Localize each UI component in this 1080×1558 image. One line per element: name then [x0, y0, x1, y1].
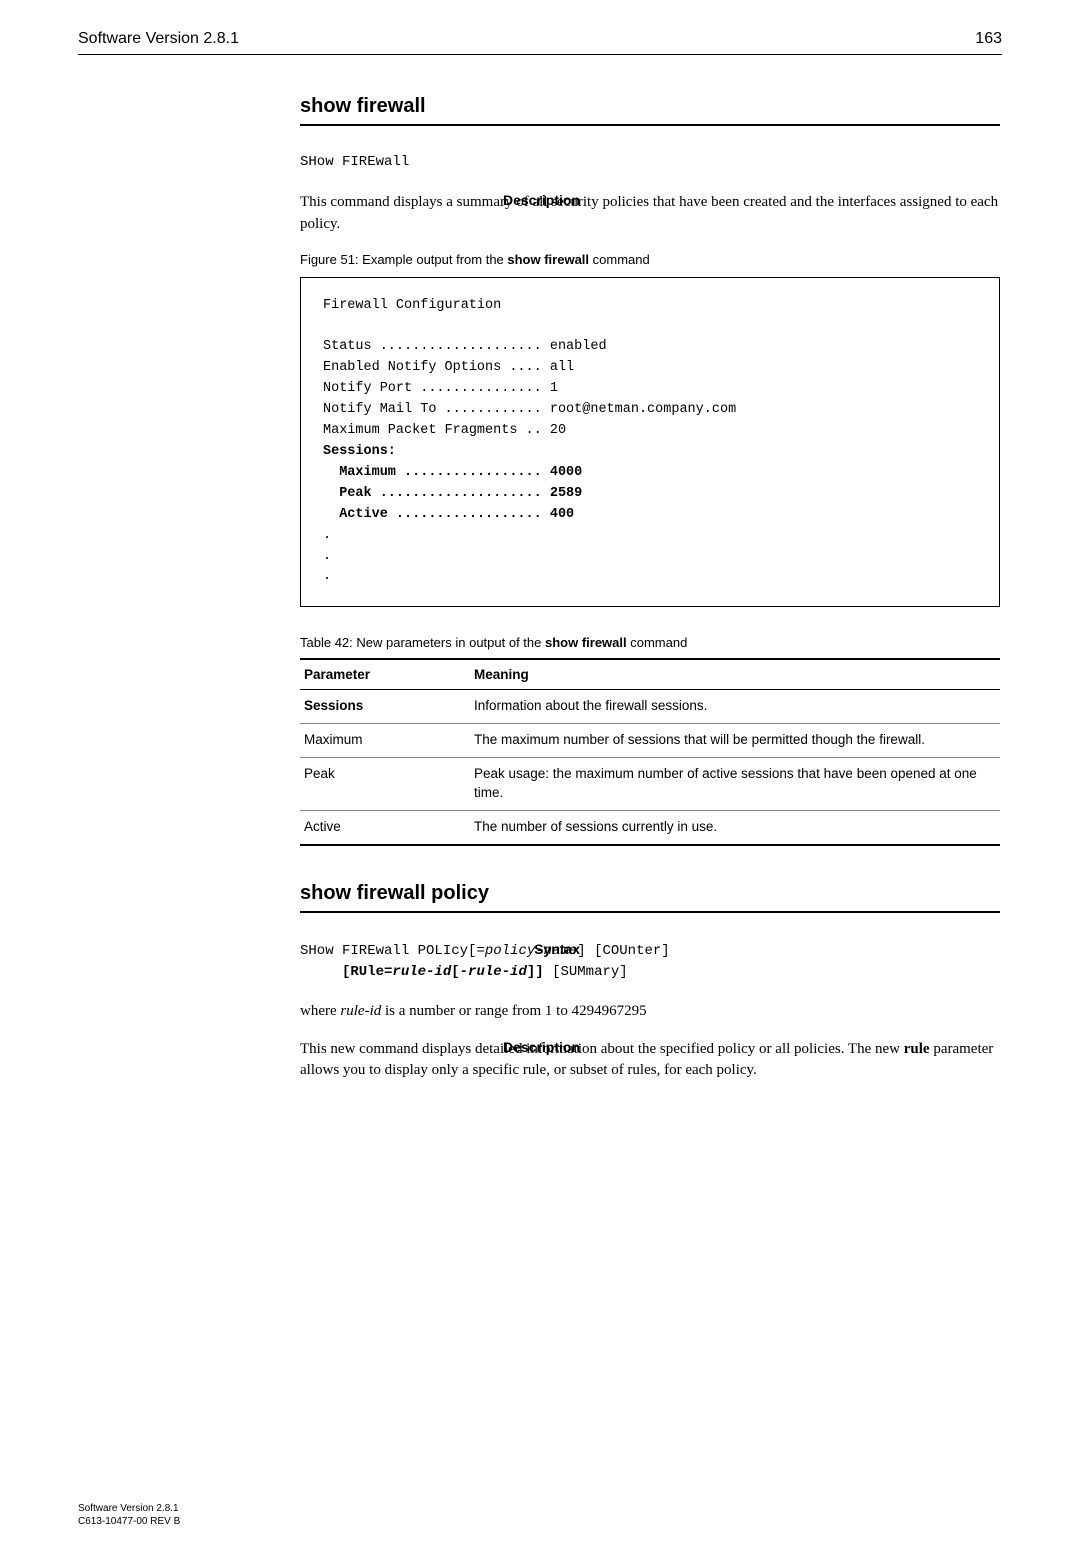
syntax-bold: [- — [451, 964, 468, 980]
description-block: Description This command displays a summ… — [300, 192, 1000, 236]
description-block-2: Description This new command displays de… — [300, 1039, 1000, 1083]
code-line: . — [323, 549, 331, 564]
table-caption-prefix: Table 42: New parameters in output of th… — [300, 635, 545, 650]
syntax-text: [SUMmary] — [544, 964, 628, 980]
description-label-2: Description — [470, 1039, 580, 1055]
fig-caption-bold: show firewall — [507, 252, 589, 267]
code-line: Notify Mail To ............ root@netman.… — [323, 402, 736, 417]
syntax-line-1: SHow FIREwall POLIcy[=policy-name] [COUn… — [300, 941, 1000, 962]
syntax-bold-italic: rule-id — [468, 964, 527, 980]
code-line: Status .................... enabled — [323, 339, 607, 354]
table-cell: Maximum — [300, 724, 470, 758]
fig-caption-suffix: command — [589, 252, 650, 267]
fig-caption-prefix: Figure 51: Example output from the — [300, 252, 507, 267]
table-header-parameter: Parameter — [300, 659, 470, 690]
table-cell: Peak — [300, 758, 470, 811]
code-line: Enabled Notify Options .... all — [323, 360, 574, 375]
table-row: Peak Peak usage: the maximum number of a… — [300, 758, 1000, 811]
syntax-label: Syntax — [470, 941, 580, 957]
code-line-bold: Maximum ................. 4000 — [323, 465, 582, 480]
table-header-row: Parameter Meaning — [300, 659, 1000, 690]
code-line: Notify Port ............... 1 — [323, 381, 558, 396]
footer-line-1: Software Version 2.8.1 — [78, 1502, 180, 1515]
syntax-line-2: [RUle=rule-id[-rule-id]] [SUMmary] — [300, 962, 1000, 983]
syntax-content: SHow FIREwall POLIcy[=policy-name] [COUn… — [300, 941, 1000, 983]
table-caption-bold: show firewall — [545, 635, 627, 650]
desc-text: This new command displays detailed infor… — [300, 1041, 904, 1057]
footer-line-2: C613-10477-00 REV B — [78, 1515, 180, 1528]
code-line-bold: Peak .................... 2589 — [323, 486, 582, 501]
table-cell: Information about the firewall sessions. — [470, 690, 1000, 724]
syntax-bold: [RUle= — [342, 964, 392, 980]
table-caption: Table 42: New parameters in output of th… — [300, 635, 1000, 650]
main-content: show firewall SHow FIREwall Description … — [300, 95, 1000, 1082]
where-text: where — [300, 1003, 340, 1019]
where-clause: where rule-id is a number or range from … — [300, 1001, 1000, 1023]
description-text-2: This new command displays detailed infor… — [300, 1039, 1000, 1083]
page-header: Software Version 2.8.1 163 — [78, 30, 1002, 55]
figure-caption: Figure 51: Example output from the show … — [300, 252, 1000, 267]
syntax-line: SHow FIREwall — [300, 154, 1000, 170]
table-caption-suffix: command — [627, 635, 688, 650]
table-row: Active The number of sessions currently … — [300, 810, 1000, 844]
code-line-bold: Sessions: — [323, 444, 396, 459]
code-output-box: Firewall Configuration Status ..........… — [300, 277, 1000, 608]
section-title-show-firewall-policy: show firewall policy — [300, 882, 1000, 913]
code-line: . — [323, 528, 331, 543]
where-italic: rule-id — [340, 1003, 381, 1019]
syntax-text: ] [COUnter] — [577, 943, 669, 959]
table-header-meaning: Meaning — [470, 659, 1000, 690]
code-line: Firewall Configuration — [323, 298, 501, 313]
syntax-bold: ]] — [527, 964, 544, 980]
table-row: Maximum The maximum number of sessions t… — [300, 724, 1000, 758]
table-cell: The number of sessions currently in use. — [470, 810, 1000, 844]
table-cell: Active — [300, 810, 470, 844]
syntax-block: Syntax SHow FIREwall POLIcy[=policy-name… — [300, 941, 1000, 983]
code-line: Maximum Packet Fragments .. 20 — [323, 423, 566, 438]
parameters-table: Parameter Meaning Sessions Information a… — [300, 658, 1000, 845]
page-footer: Software Version 2.8.1 C613-10477-00 REV… — [78, 1502, 180, 1528]
where-text: is a number or range from 1 to 429496729… — [381, 1003, 646, 1019]
header-page-number: 163 — [975, 30, 1002, 48]
table-row: Sessions Information about the firewall … — [300, 690, 1000, 724]
syntax-bold-italic: rule-id — [392, 964, 451, 980]
table-cell: The maximum number of sessions that will… — [470, 724, 1000, 758]
description-label: Description — [470, 192, 580, 208]
table-cell: Peak usage: the maximum number of active… — [470, 758, 1000, 811]
section-title-show-firewall: show firewall — [300, 95, 1000, 126]
header-left: Software Version 2.8.1 — [78, 30, 239, 48]
table-cell: Sessions — [300, 690, 470, 724]
code-line: . — [323, 569, 331, 584]
description-text: This command displays a summary of all s… — [300, 192, 1000, 236]
desc-bold: rule — [904, 1041, 930, 1057]
code-line-bold: Active .................. 400 — [323, 507, 574, 522]
syntax-text: SHow FIREwall POLIcy[ — [300, 943, 476, 959]
